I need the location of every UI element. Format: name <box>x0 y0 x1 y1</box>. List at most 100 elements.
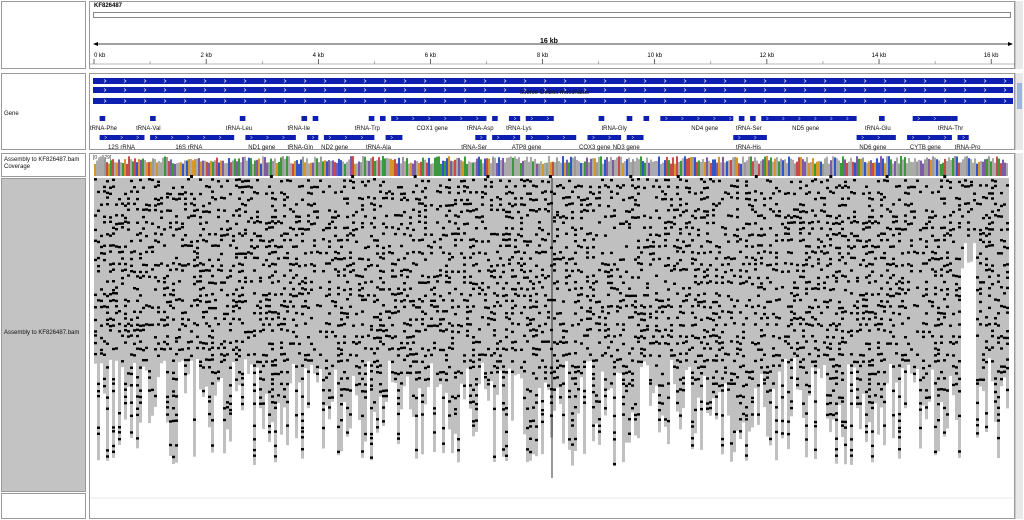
read-mismatch <box>457 215 460 218</box>
read-mismatch <box>745 370 748 374</box>
read-mismatch <box>367 196 370 199</box>
read-mismatch <box>463 276 466 279</box>
read-mismatch <box>700 365 703 368</box>
read-mismatch <box>763 378 766 381</box>
read-column <box>481 178 484 363</box>
gene-track-scrollbar[interactable] <box>1015 73 1023 150</box>
gene-label: tRNA-Thr <box>937 126 964 132</box>
read-mismatch <box>409 335 412 339</box>
read-mismatch <box>760 227 763 231</box>
read-mismatch <box>919 388 922 392</box>
read-mismatch <box>907 222 910 226</box>
read-mismatch <box>754 359 757 363</box>
read-mismatch <box>841 329 844 333</box>
gene-scroll-thumb[interactable] <box>1017 83 1022 109</box>
read-mismatch <box>523 184 526 188</box>
coverage-bar <box>228 158 230 176</box>
read-mismatch <box>271 342 274 346</box>
read-mismatch <box>169 226 172 229</box>
read-mismatch <box>184 197 187 200</box>
read-mismatch <box>931 216 934 219</box>
read-mismatch <box>325 359 328 362</box>
coverage-track-svg[interactable] <box>90 154 1016 178</box>
read-mismatch <box>277 323 280 327</box>
read-mismatch <box>382 180 385 184</box>
alignment-name-panel[interactable]: Assembly to KF826487.bam <box>1 178 86 492</box>
read-mismatch <box>457 232 460 236</box>
read-mismatch <box>685 209 688 212</box>
strand-chevron <box>343 88 347 92</box>
read-mismatch <box>874 316 877 319</box>
coverage-bar <box>786 163 788 176</box>
coverage-bar <box>900 156 902 176</box>
read-mismatch <box>352 341 355 344</box>
coverage-bar <box>294 160 296 176</box>
read-mismatch <box>817 287 820 291</box>
read-mismatch <box>889 210 892 213</box>
read-mismatch <box>208 412 211 416</box>
read-mismatch <box>535 210 538 213</box>
read-mismatch <box>283 215 286 218</box>
read-column <box>655 178 658 386</box>
strand-chevron <box>583 88 587 92</box>
read-mismatch <box>787 420 790 423</box>
read-mismatch <box>526 240 529 243</box>
read-mismatch <box>838 364 841 368</box>
read-mismatch <box>541 408 544 412</box>
read-mismatch <box>811 209 814 212</box>
gene-track-svg[interactable] <box>90 74 1016 151</box>
read-mismatch <box>703 292 706 295</box>
read-mismatch <box>841 220 844 224</box>
gene-label: 16S rRNA <box>175 145 203 151</box>
locus-box[interactable] <box>93 12 1011 18</box>
read-mismatch <box>106 294 109 298</box>
read-mismatch <box>532 305 535 308</box>
read-mismatch <box>814 448 817 452</box>
read-mismatch <box>667 209 670 212</box>
read-mismatch <box>214 371 217 375</box>
read-mismatch <box>181 322 184 326</box>
read-mismatch <box>694 316 697 319</box>
read-mismatch <box>112 450 115 453</box>
read-mismatch <box>328 396 331 399</box>
gene-track-panel[interactable]: source Ovibos moschatus tRNA-Phe tRNA-Val… <box>89 73 1016 151</box>
read-column <box>658 178 661 433</box>
read-mismatch <box>355 210 358 214</box>
read-mismatch <box>106 305 109 309</box>
coverage-bar <box>510 156 512 176</box>
coverage-name-panel[interactable]: Assembly to KF826487.bam Coverage <box>1 153 86 177</box>
ruler-svg[interactable]: 0 kb 2 kb 4 kb 6 kb 8 kb 10 kb 12 kb 14 kb 16 kb <box>90 2 1016 70</box>
read-mismatch <box>943 234 946 237</box>
read-mismatch <box>310 263 313 266</box>
gene-label: tRNA-Ser <box>461 145 487 151</box>
gene-feature <box>245 135 296 140</box>
read-mismatch <box>103 305 106 308</box>
read-mismatch <box>241 377 244 380</box>
read-mismatch <box>448 252 451 255</box>
read-mismatch <box>679 198 682 201</box>
read-mismatch <box>985 234 988 237</box>
coverage-bar <box>664 160 666 176</box>
read-mismatch <box>970 180 973 184</box>
read-mismatch <box>505 371 508 374</box>
read-mismatch <box>742 323 745 326</box>
read-column <box>793 178 796 359</box>
read-mismatch <box>247 185 250 188</box>
read-mismatch <box>571 324 574 327</box>
gene-track-name-panel[interactable]: Gene <box>1 73 86 150</box>
alignment-track-svg[interactable] <box>90 178 1016 518</box>
read-mismatch <box>211 336 214 339</box>
read-mismatch <box>835 276 838 280</box>
read-mismatch <box>958 208 961 211</box>
read-mismatch <box>430 288 433 291</box>
read-mismatch <box>721 263 724 266</box>
read-mismatch <box>868 226 871 229</box>
read-mismatch <box>208 233 211 236</box>
ruler-scrollbar[interactable] <box>1015 1 1023 69</box>
read-mismatch <box>877 346 880 349</box>
read-column <box>730 178 733 462</box>
read-mismatch <box>259 300 262 303</box>
coverage-bar <box>932 156 934 176</box>
coverage-bar <box>520 163 522 176</box>
data-panel[interactable]: [0 - 129] <box>89 153 1016 519</box>
